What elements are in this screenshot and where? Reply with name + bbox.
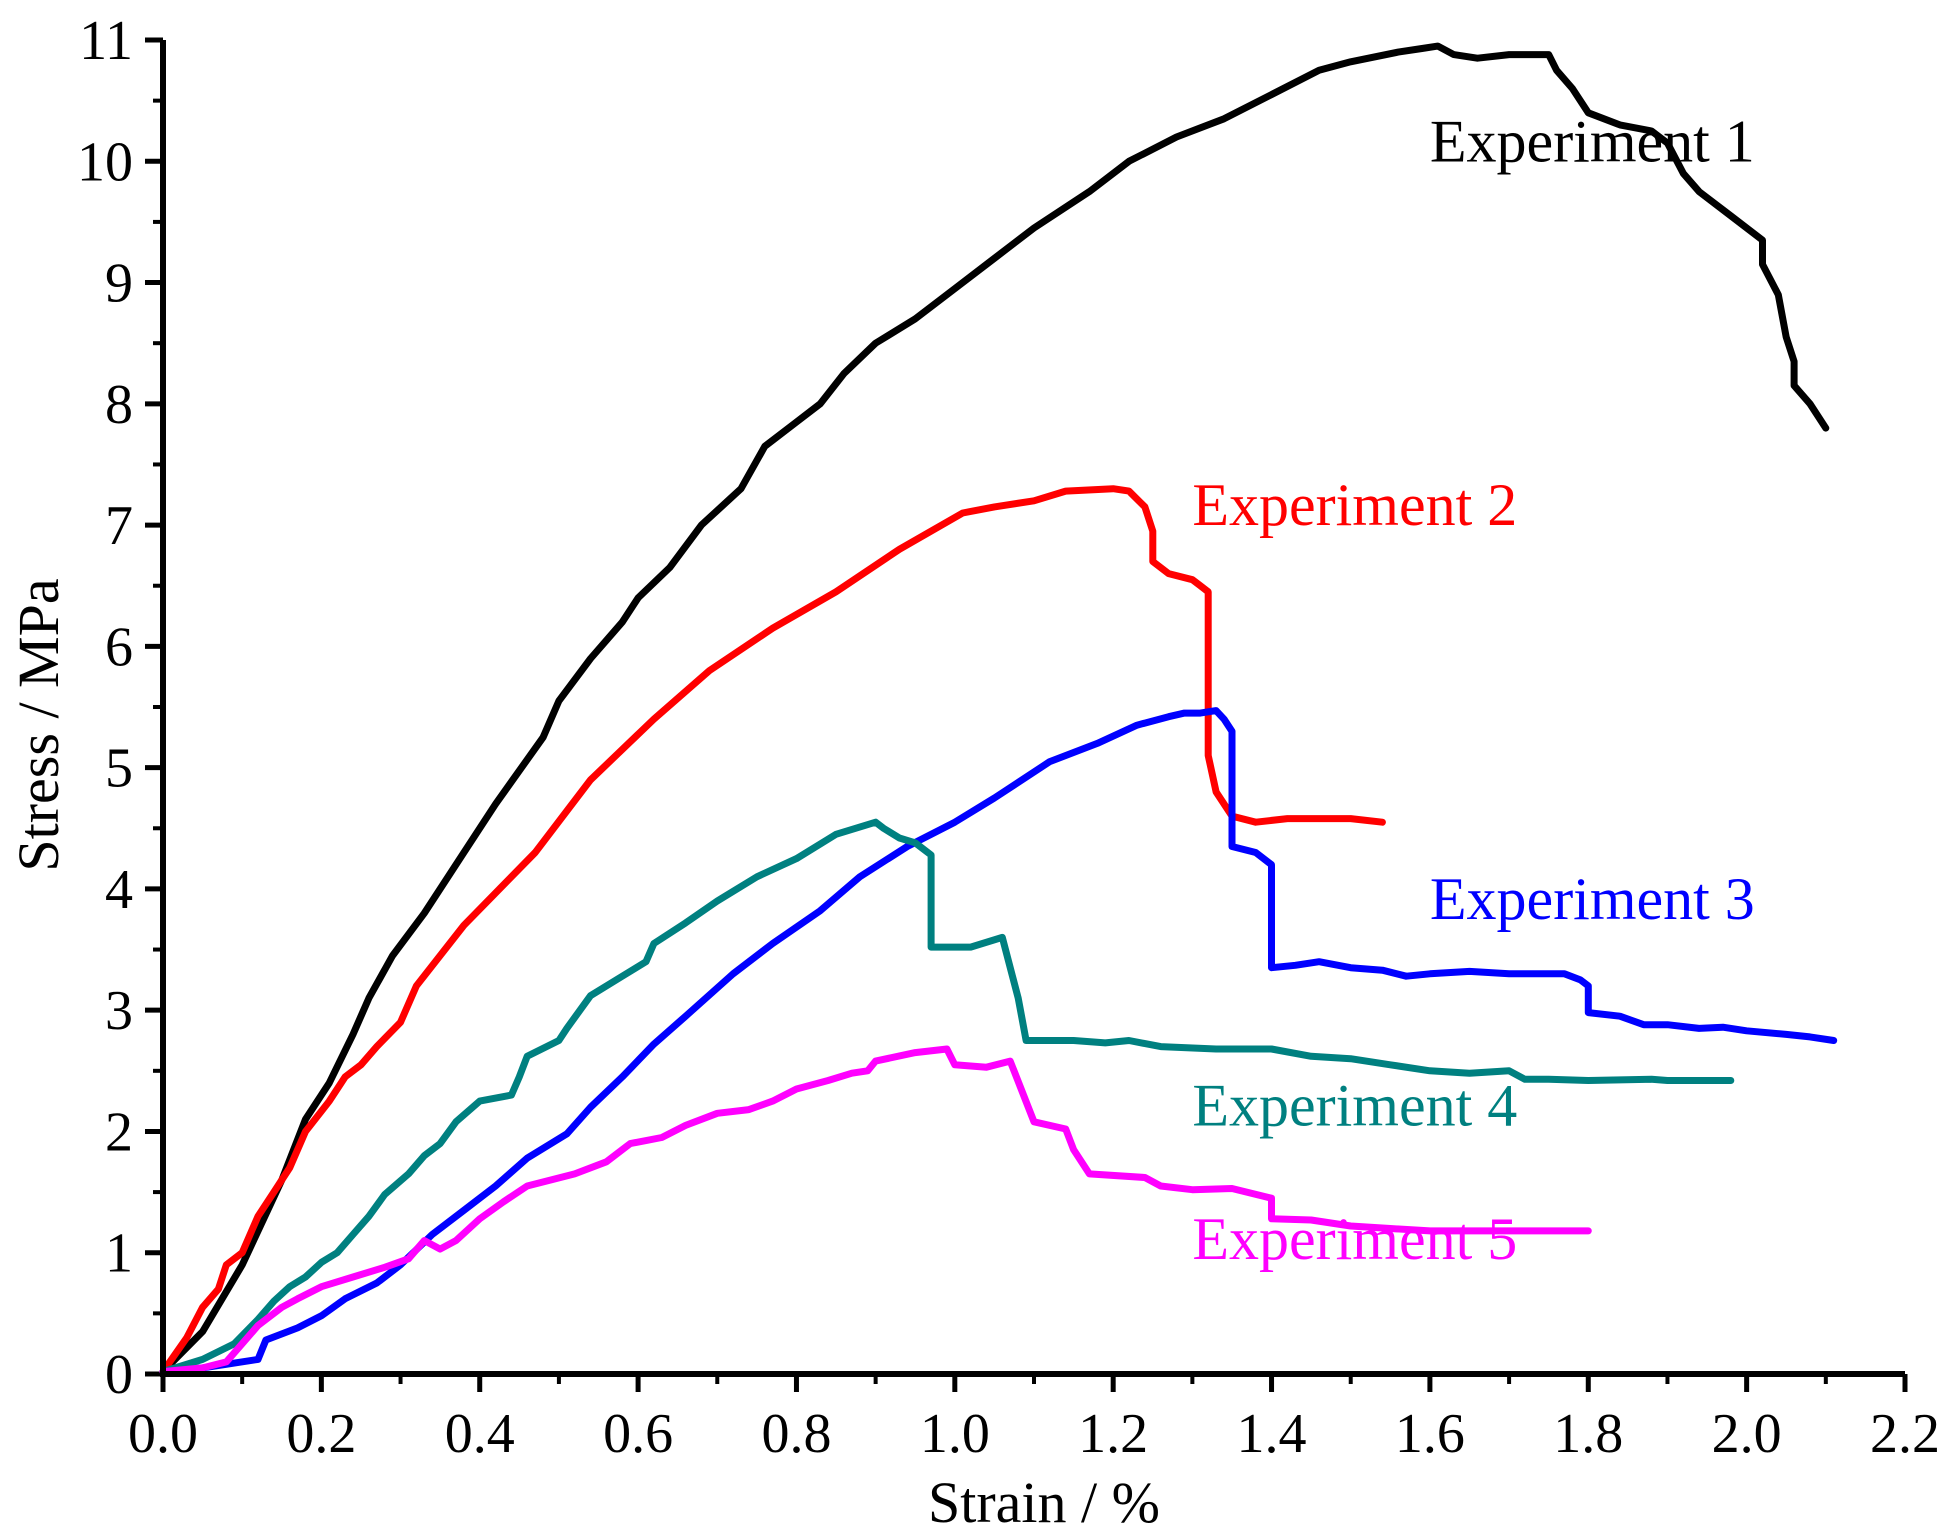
series-label-experiment-4: Experiment 4 (1192, 1072, 1517, 1138)
y-tick-label: 9 (105, 253, 133, 315)
x-tick-label: 0.4 (445, 1403, 515, 1465)
x-tick-label: 1.6 (1395, 1403, 1465, 1465)
x-tick-label: 0.2 (286, 1403, 356, 1465)
series-line-experiment-2 (159, 485, 1386, 1376)
series-line-experiment-5 (159, 1045, 1592, 1376)
series-label-experiment-3: Experiment 3 (1430, 866, 1755, 932)
y-tick-label: 10 (77, 131, 133, 193)
x-tick-label: 0.0 (128, 1403, 198, 1465)
y-tick-label: 11 (79, 10, 133, 72)
y-axis-title: Stress / MPa (6, 578, 71, 871)
x-tick-labels: 0.0 0.2 0.4 0.6 0.8 1.0 1.2 1.4 1.6 1.8 2.0 2.2 (128, 1403, 1940, 1465)
series-label-experiment-5: Experiment 5 (1192, 1206, 1517, 1272)
series-line-experiment-4 (159, 818, 1735, 1376)
y-tick-label: 7 (105, 495, 133, 557)
y-tick-label: 0 (105, 1344, 133, 1406)
x-tick-label: 0.6 (603, 1403, 673, 1465)
y-tick-label: 8 (105, 374, 133, 436)
x-tick-label: 1.8 (1553, 1403, 1623, 1465)
y-tick-label: 4 (105, 859, 133, 921)
series-line-experiment-3 (159, 707, 1838, 1376)
y-tick-labels: 0 1 2 3 4 5 6 7 8 9 10 11 (77, 10, 133, 1406)
y-tick-label: 3 (105, 980, 133, 1042)
x-tick-label: 1.4 (1237, 1403, 1307, 1465)
series-line-experiment-1 (159, 42, 1830, 1376)
y-tick-label: 2 (105, 1101, 133, 1163)
x-axis-title: Strain / % (928, 1470, 1160, 1535)
x-tick-label: 0.8 (761, 1403, 831, 1465)
series-label-experiment-1: Experiment 1 (1430, 108, 1755, 174)
series-label-experiment-2: Experiment 2 (1192, 472, 1517, 538)
y-tick-label: 5 (105, 738, 133, 800)
y-tick-label: 6 (105, 616, 133, 678)
data-series (159, 42, 1838, 1376)
axis-ticks (145, 37, 1908, 1392)
x-tick-label: 1.0 (920, 1403, 990, 1465)
x-tick-label: 1.2 (1078, 1403, 1148, 1465)
x-tick-label: 2.0 (1712, 1403, 1782, 1465)
x-tick-label: 2.2 (1870, 1403, 1940, 1465)
y-tick-label: 1 (105, 1223, 133, 1285)
series-labels: Experiment 1 Experiment 2 Experiment 3 Expe… (1192, 108, 1754, 1272)
